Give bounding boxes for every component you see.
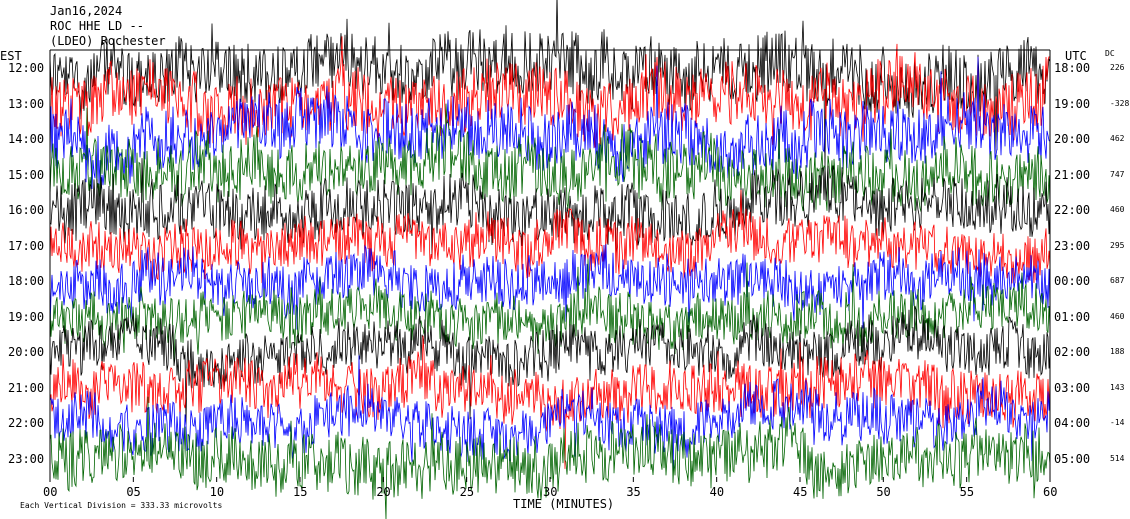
station-location: (LDEO) Rochester: [50, 34, 166, 48]
dc-value-label: 460: [1110, 205, 1125, 214]
dc-value-label: 295: [1110, 240, 1125, 250]
dc-value-label: 747: [1110, 169, 1125, 179]
dc-value-label: 462: [1110, 134, 1125, 143]
est-hour-label: 15:00: [8, 167, 45, 182]
trace-line: [49, 158, 1051, 256]
est-hour-label: 22:00: [8, 416, 45, 430]
x-tick-label: 50: [876, 485, 891, 499]
est-hour-label: 19:00: [8, 309, 45, 324]
est-hour-label: 20:00: [8, 345, 45, 359]
dc-value-label: -14: [1110, 418, 1125, 427]
left-timezone-label: EST: [0, 49, 22, 63]
x-axis-ticks: [49, 477, 1051, 482]
trace-group: [49, 0, 1051, 519]
est-hour-label: 23:00: [8, 451, 45, 466]
est-hour-label: 14:00: [8, 132, 45, 146]
dc-value-label: 188: [1110, 347, 1125, 356]
dc-value-label: 143: [1110, 382, 1125, 392]
trace-line: [49, 335, 1051, 469]
utc-hour-label: 22:00: [1054, 203, 1091, 217]
trace-line: [49, 244, 1051, 335]
utc-hour-label: 05:00: [1054, 451, 1091, 466]
x-axis-title: TIME (MINUTES): [513, 497, 615, 511]
x-tick-label: 35: [626, 485, 641, 499]
x-tick-label: 40: [709, 485, 725, 499]
utc-hour-label: 00:00: [1054, 274, 1091, 288]
trace-line: [49, 258, 1051, 366]
trace-line: [49, 396, 1051, 519]
dc-value-label: 460: [1110, 311, 1125, 321]
utc-hour-label: 19:00: [1054, 96, 1091, 111]
utc-hour-label: 02:00: [1054, 345, 1091, 359]
x-tick-label: 10: [209, 485, 225, 499]
trace-line: [49, 56, 1051, 190]
utc-hour-label: 01:00: [1054, 309, 1091, 324]
station-code: ROC HHE LD --: [50, 19, 144, 33]
utc-hour-label: 20:00: [1054, 132, 1091, 146]
right-timezone-label: UTC: [1065, 49, 1087, 63]
x-tick-label: 30: [543, 485, 558, 499]
trace-line: [49, 355, 1051, 480]
est-hour-label: 17:00: [8, 238, 45, 253]
trace-line: [49, 189, 1051, 285]
est-hour-label: 13:00: [8, 96, 45, 111]
x-tick-label: 20: [376, 485, 391, 499]
dc-value-label: 514: [1110, 453, 1125, 463]
x-tick-label: 15: [293, 485, 308, 499]
est-hour-label: 16:00: [8, 203, 45, 217]
est-hour-label: 18:00: [8, 274, 45, 288]
dc-value-label: 226: [1110, 63, 1125, 72]
x-tick-label: 55: [959, 485, 975, 499]
scale-note: Each Vertical Division = 333.33 microvol…: [20, 501, 223, 510]
trace-line: [49, 36, 1051, 148]
dc-value-label: 687: [1110, 276, 1125, 285]
x-tick-label: 60: [1043, 485, 1058, 499]
trace-line: [49, 103, 1051, 212]
x-tick-label: 45: [793, 485, 808, 499]
utc-hour-label: 18:00: [1054, 61, 1091, 75]
utc-hour-label: 04:00: [1054, 416, 1091, 430]
x-tick-label: 05: [126, 485, 141, 499]
utc-hour-label: 03:00: [1054, 380, 1091, 395]
utc-hour-label: 21:00: [1054, 167, 1091, 182]
dc-value-label: -328: [1110, 98, 1130, 108]
x-tick-label: 25: [459, 485, 475, 499]
est-hour-label: 21:00: [8, 380, 45, 395]
dc-heading: DC: [1105, 49, 1115, 58]
utc-hour-label: 23:00: [1054, 238, 1091, 253]
est-hour-label: 12:00: [8, 61, 45, 75]
chart-date: Jan16,2024: [50, 4, 123, 18]
x-tick-label: 00: [43, 485, 58, 499]
